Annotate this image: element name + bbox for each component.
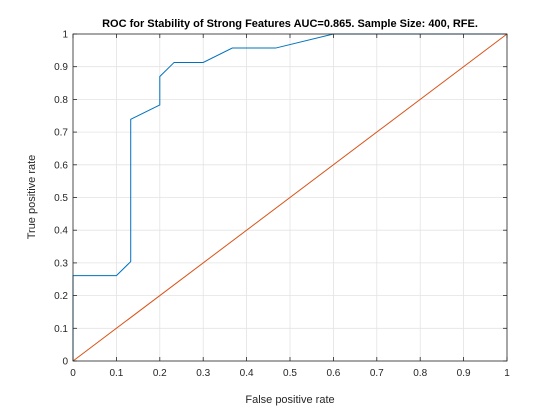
- chance-diagonal-line: [72, 33, 508, 362]
- y-tick-label: 0.1: [54, 324, 68, 335]
- x-tick-label: 0.3: [196, 368, 210, 379]
- plot-area: 0 0.1 0.2 0.3 0.4 0.5 0.6 0.7 0.8 0.9 1 0 0.1 0.2 0.3 0…: [54, 30, 510, 380]
- y-tick-label: 0.6: [54, 160, 68, 171]
- y-tick-label: 0.7: [54, 128, 68, 139]
- x-tick-label: 0.8: [413, 368, 427, 379]
- x-tick-label: 0.6: [326, 368, 340, 379]
- x-tick-label: 0.7: [370, 368, 384, 379]
- y-tick-label: 0.2: [54, 291, 68, 302]
- x-tick-label: 0.2: [153, 368, 167, 379]
- y-tick-label: 1: [62, 30, 68, 41]
- x-tick-label: 0.4: [240, 368, 254, 379]
- x-tick-label: 0.9: [457, 368, 471, 379]
- y-tick-label: 0.4: [54, 226, 68, 237]
- y-tick-label: 0.9: [54, 62, 68, 73]
- y-tick-label: 0.5: [54, 193, 68, 204]
- x-tick-label: 0.1: [109, 368, 123, 379]
- y-tick-label: 0.3: [54, 258, 68, 269]
- x-axis-label: False positive rate: [245, 394, 334, 406]
- y-axis-label: True positive rate: [26, 155, 38, 240]
- ticks: 0 0.1 0.2 0.3 0.4 0.5 0.6 0.7 0.8 0.9 1 0 0.1 0.2 0.3 0…: [54, 30, 510, 380]
- x-tick-label: 0.5: [283, 368, 297, 379]
- x-tick-label: 0: [70, 368, 76, 379]
- series-group: [72, 33, 508, 362]
- chart-title: ROC for Stability of Strong Features AUC…: [102, 18, 478, 30]
- x-tick-label: 1: [504, 368, 510, 379]
- roc-curve-line: [72, 33, 507, 361]
- y-tick-label: 0.8: [54, 95, 68, 106]
- y-tick-label: 0: [62, 357, 68, 368]
